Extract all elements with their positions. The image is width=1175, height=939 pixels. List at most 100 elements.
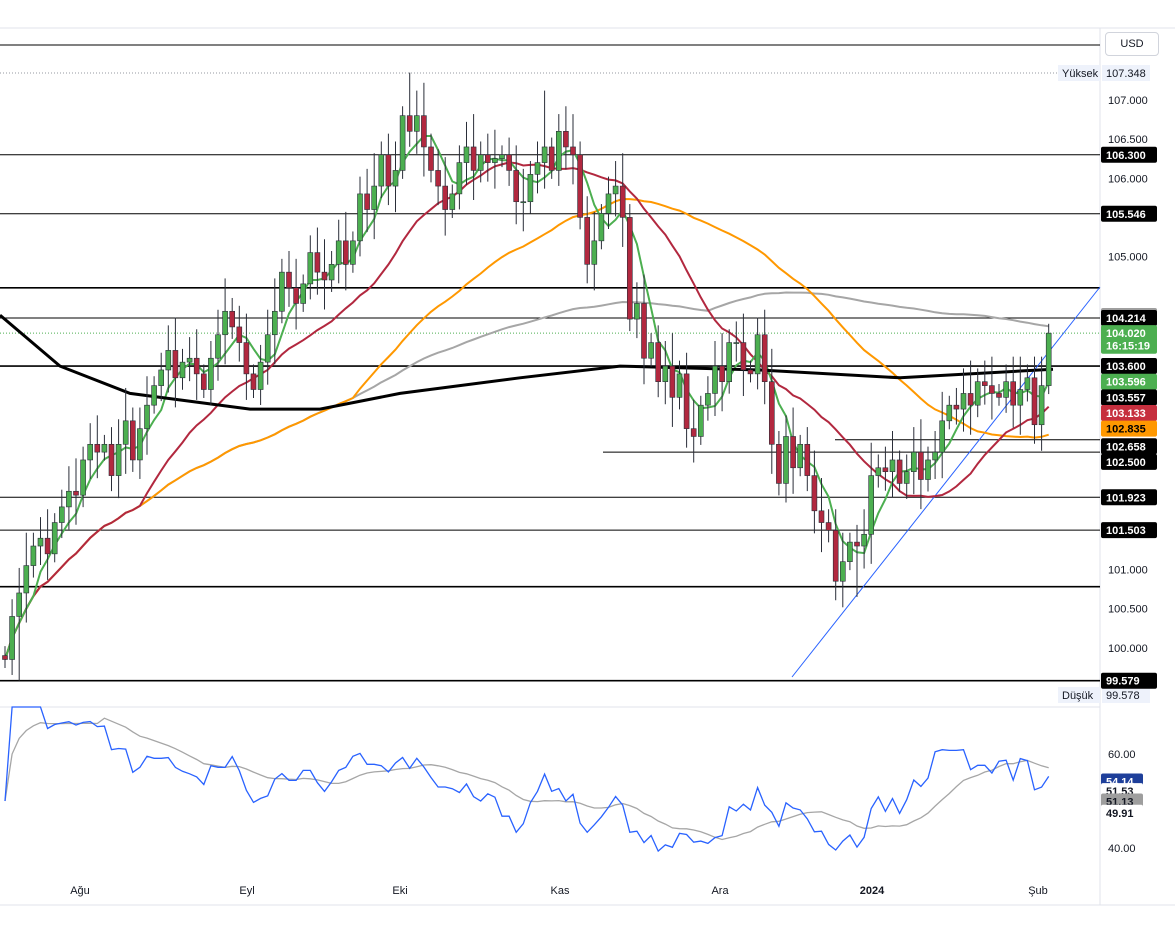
candle-body — [662, 365, 669, 382]
candle-body — [761, 334, 768, 383]
candle-body — [179, 361, 186, 379]
candle-body — [378, 154, 385, 187]
candle-body — [804, 443, 811, 476]
time-label: Kas — [551, 885, 570, 897]
candle-body — [960, 393, 967, 410]
candle-body — [818, 510, 825, 523]
candle-body — [868, 475, 875, 535]
candles-layer — [2, 72, 1052, 681]
candle-body — [683, 373, 690, 429]
candle-body — [364, 193, 370, 210]
candle-body — [484, 154, 491, 163]
price-tag — [1101, 146, 1157, 163]
rsi-tag-text: 49.91 — [1106, 808, 1134, 820]
candle-body — [740, 342, 747, 371]
high-label-box — [1058, 65, 1100, 81]
price-tag-text: 103.133 — [1106, 408, 1146, 420]
price-tag-text: 101.503 — [1106, 525, 1146, 537]
candle-body — [37, 537, 44, 547]
candle-body — [1017, 389, 1024, 406]
candle-body — [130, 420, 136, 461]
candle-body — [321, 271, 328, 281]
currency-button[interactable]: USD — [1105, 32, 1159, 56]
time-label: Ara — [711, 885, 729, 897]
candle-body — [676, 373, 683, 398]
candle-body — [1038, 385, 1045, 426]
candle-body — [271, 310, 278, 336]
candle-body — [669, 365, 676, 398]
price-tag-text: 101.923 — [1106, 492, 1146, 504]
candle-body — [733, 342, 740, 344]
candle-body — [520, 201, 527, 204]
time-label: Şub — [1028, 885, 1048, 897]
price-tick: 105.000 — [1108, 252, 1148, 264]
candle-body — [16, 592, 23, 617]
candle-body — [456, 162, 463, 195]
candle-body — [754, 334, 761, 375]
candle-body — [655, 342, 662, 383]
price-tag — [1101, 522, 1157, 539]
price-tag — [1101, 420, 1157, 437]
candle-body — [548, 146, 555, 171]
candle-body — [399, 115, 406, 171]
candle-body — [690, 428, 697, 437]
candle-body — [357, 193, 363, 242]
candle-body — [286, 271, 292, 289]
rsi-tag — [1101, 804, 1143, 821]
price-tag-text: 106.300 — [1106, 150, 1146, 162]
candle-body — [165, 350, 172, 371]
candle-body — [158, 369, 164, 386]
candle-body — [974, 381, 981, 406]
price-tag — [1101, 453, 1157, 470]
candle-body — [534, 162, 541, 175]
candle-body — [910, 451, 917, 472]
candle-body — [591, 240, 598, 265]
price-axis: 107.000 106.500 106.000 105.000 101.000 100.5… — [1058, 65, 1157, 703]
candle-body — [421, 115, 427, 148]
candle-body — [854, 541, 860, 547]
ma-orange-line — [4, 197, 1049, 660]
candle-body — [101, 443, 108, 453]
candle-body — [506, 154, 512, 171]
rsi-signal-line — [4, 717, 1049, 841]
candle-body — [513, 170, 520, 203]
candle-body — [413, 115, 420, 132]
candle-body — [477, 154, 484, 171]
price-tag — [1101, 389, 1157, 406]
candle-body — [293, 287, 299, 304]
candle-body — [847, 541, 853, 562]
candle-body — [989, 385, 995, 394]
rsi-tick: 40.00 — [1108, 843, 1136, 855]
candle-body — [300, 283, 307, 304]
candle-body — [279, 271, 285, 312]
price-tick: 106.500 — [1108, 134, 1148, 146]
candle-body — [861, 533, 867, 547]
high-label: Yüksek — [1062, 68, 1099, 80]
time-label: Eyl — [239, 885, 254, 897]
candle-body — [385, 154, 392, 187]
candle-body — [555, 131, 562, 171]
low-label-box — [1058, 687, 1100, 703]
candle-body — [641, 303, 647, 359]
candle-body — [903, 471, 910, 484]
candle-body — [73, 490, 79, 496]
candle-body — [2, 655, 8, 660]
candle-body — [953, 404, 960, 410]
candle-body — [215, 334, 221, 359]
price-tag — [1101, 438, 1157, 455]
candle-body — [236, 326, 243, 343]
price-tag — [1101, 310, 1157, 327]
price-tag-text: 103.557 — [1106, 392, 1146, 404]
candle-body — [87, 443, 93, 461]
price-tag-text: 16:15:19 — [1106, 341, 1150, 353]
candle-body — [314, 252, 321, 273]
candle-body — [186, 357, 193, 363]
rsi-tick: 60.00 — [1108, 749, 1136, 761]
price-tick: 106.000 — [1108, 173, 1148, 185]
price-tag-text: 104.214 — [1106, 313, 1147, 325]
candle-body — [328, 264, 335, 281]
candle-body — [939, 420, 946, 453]
candle-body — [442, 185, 449, 210]
high-value-box — [1102, 65, 1150, 81]
candle-body — [932, 451, 938, 461]
